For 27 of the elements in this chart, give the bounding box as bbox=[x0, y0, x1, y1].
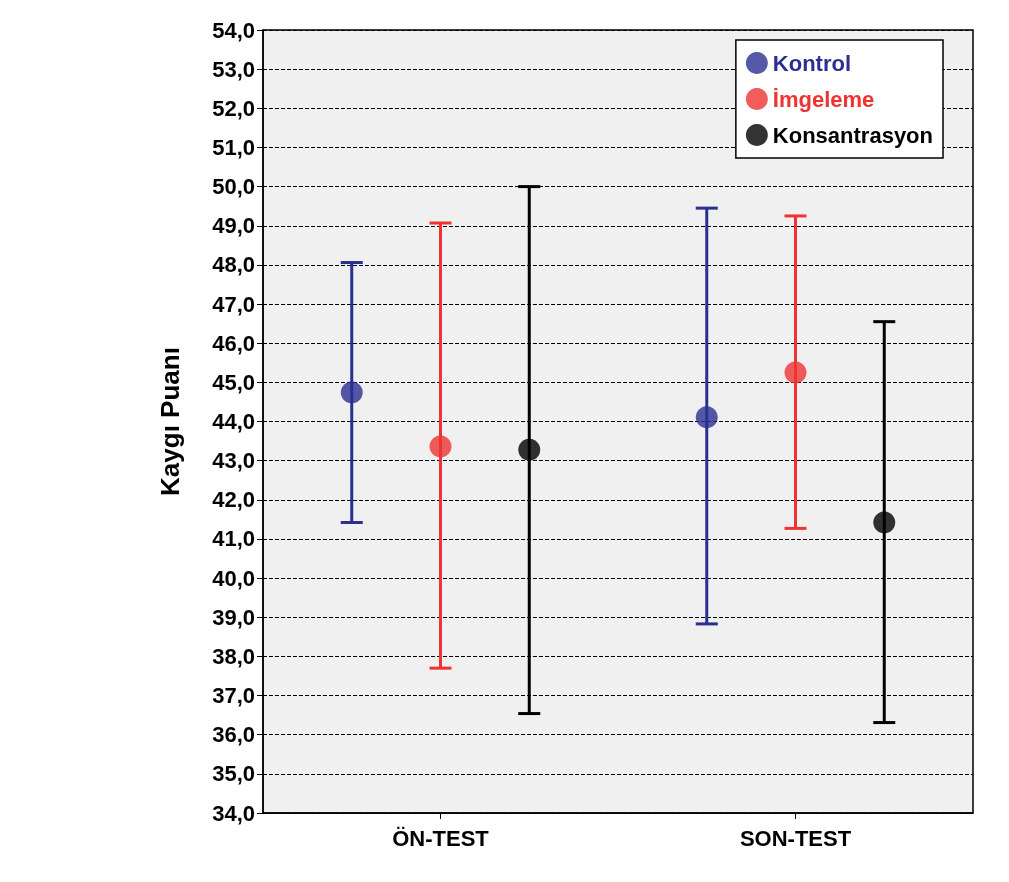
y-tick-label: 38,0 bbox=[212, 643, 255, 669]
y-tick-label: 54,0 bbox=[212, 17, 255, 43]
y-tick-label: 49,0 bbox=[212, 213, 255, 239]
y-tick-label: 48,0 bbox=[212, 252, 255, 278]
x-tick-label: ÖN-TEST bbox=[392, 825, 490, 851]
y-tick-label: 43,0 bbox=[212, 448, 255, 474]
y-tick-label: 39,0 bbox=[212, 604, 255, 630]
y-tick-label: 53,0 bbox=[212, 56, 255, 82]
legend-label: Kontrol bbox=[772, 50, 852, 76]
y-tick-label: 51,0 bbox=[212, 134, 255, 160]
y-axis-title: Kaygı Puanı bbox=[155, 347, 185, 496]
y-tick-label: 37,0 bbox=[212, 683, 255, 709]
y-tick-label: 41,0 bbox=[212, 526, 255, 552]
y-tick-label: 40,0 bbox=[212, 565, 255, 591]
y-tick-label: 45,0 bbox=[212, 369, 255, 395]
legend-label: Konsantrasyon bbox=[772, 122, 934, 148]
y-tick-label: 50,0 bbox=[212, 174, 255, 200]
x-tick-label: SON-TEST bbox=[739, 825, 852, 851]
y-tick-label: 47,0 bbox=[212, 291, 255, 317]
y-tick-label: 35,0 bbox=[212, 761, 255, 787]
y-tick-label: 44,0 bbox=[212, 409, 255, 434]
y-tick-label: 36,0 bbox=[212, 722, 255, 748]
y-tick-label: 52,0 bbox=[212, 95, 255, 121]
y-tick-label: 46,0 bbox=[212, 330, 255, 356]
legend-label: İmgeleme bbox=[772, 86, 875, 112]
y-tick-label: 42,0 bbox=[212, 487, 255, 513]
y-tick-label: 34,0 bbox=[212, 800, 255, 826]
